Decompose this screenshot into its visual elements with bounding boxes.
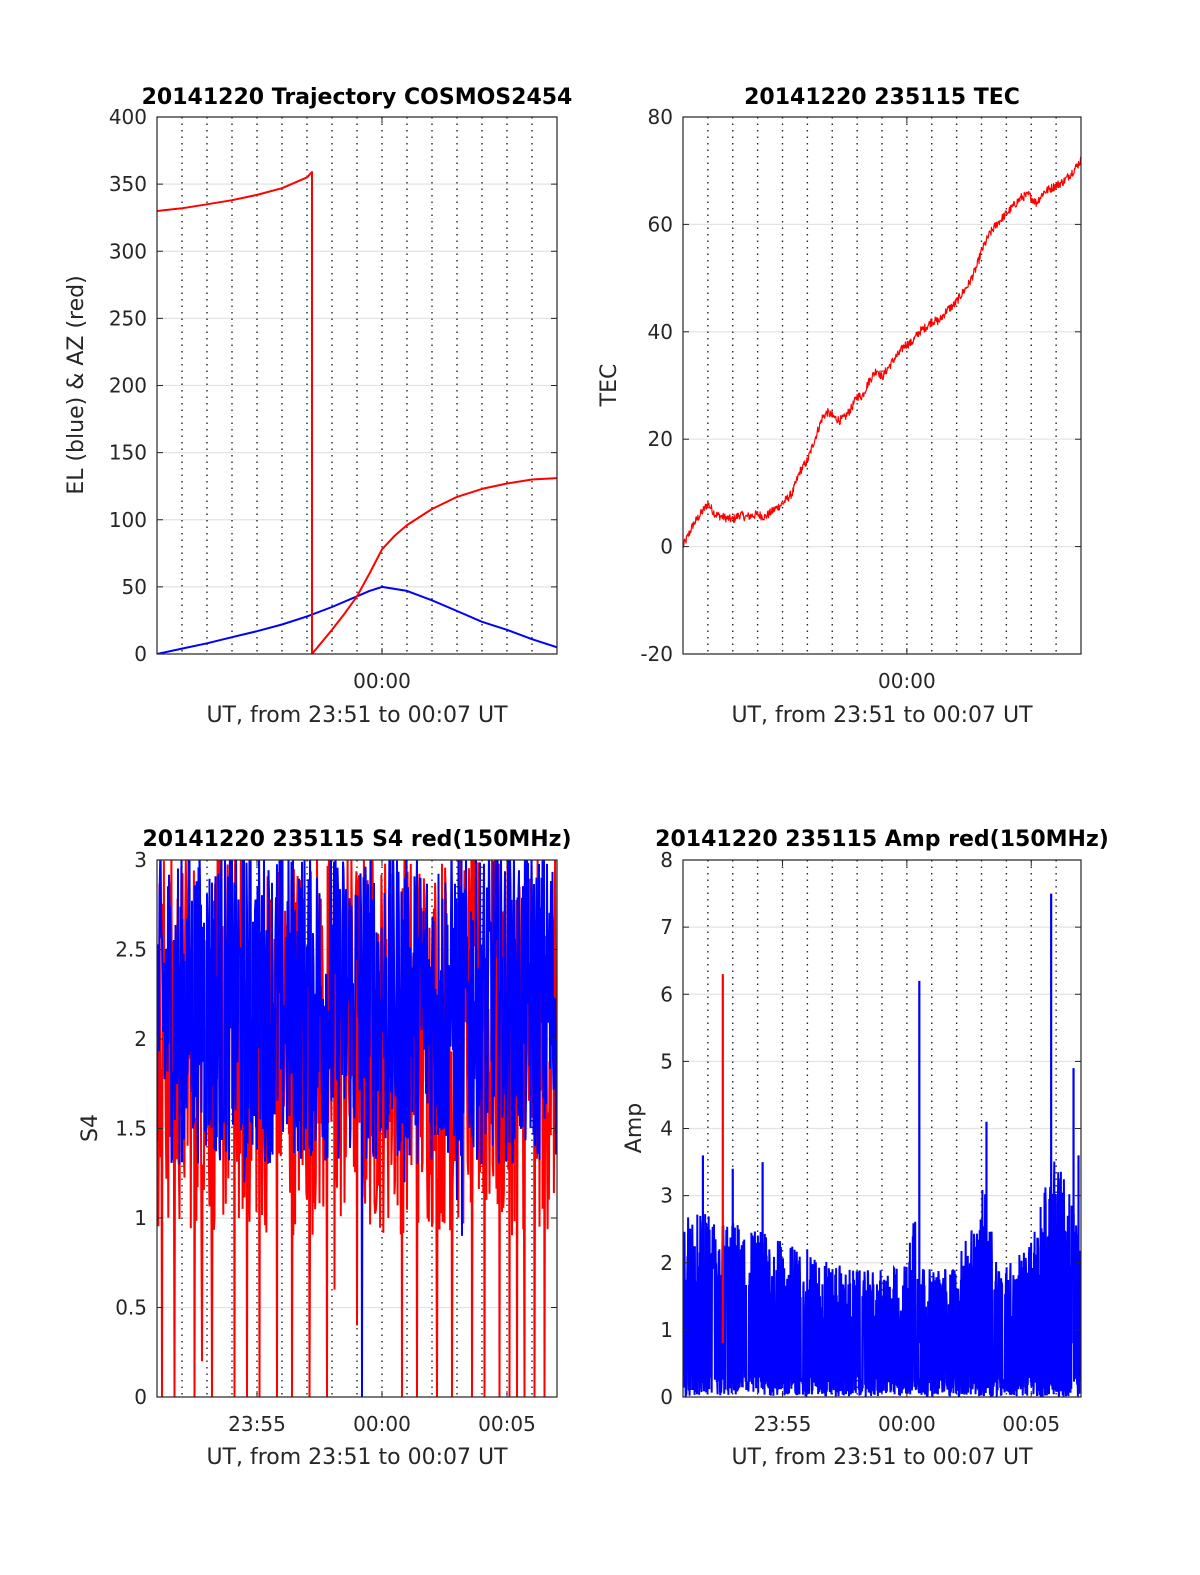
x-tick-label: 00:00 bbox=[353, 1412, 411, 1436]
series-line-2 bbox=[157, 860, 557, 1397]
y-tick-label: 2 bbox=[660, 1251, 673, 1275]
series-line-1 bbox=[683, 156, 1081, 548]
y-tick-label: 20 bbox=[648, 427, 673, 451]
y-axis-label: TEC bbox=[597, 364, 622, 408]
y-tick-label: 0 bbox=[660, 1385, 673, 1409]
y-tick-label: 80 bbox=[648, 105, 673, 129]
y-tick-label: 6 bbox=[660, 982, 673, 1006]
y-tick-label: 2.5 bbox=[115, 938, 147, 962]
y-tick-label: 0 bbox=[134, 1385, 147, 1409]
series-line-1 bbox=[157, 860, 557, 1397]
chart-title: 20141220 235115 S4 red(150MHz) bbox=[142, 827, 571, 852]
y-tick-label: 400 bbox=[109, 105, 147, 129]
y-tick-label: 250 bbox=[109, 306, 147, 330]
y-tick-label: 3 bbox=[134, 848, 147, 872]
x-axis-label: UT, from 23:51 to 00:07 UT bbox=[206, 703, 508, 728]
x-tick-label: 00:05 bbox=[478, 1412, 536, 1436]
panel-trajectory: 0 50 100 150 200 250 300 350 400 00:00 20141220 T… bbox=[64, 85, 572, 728]
y-tick-label: 100 bbox=[109, 508, 147, 532]
y-tick-label: 40 bbox=[648, 320, 673, 344]
x-tick-label: 23:55 bbox=[228, 1412, 286, 1436]
series-line-1 bbox=[157, 585, 557, 654]
x-tick-label: 00:05 bbox=[1002, 1412, 1060, 1436]
y-tick-label: 0.5 bbox=[115, 1296, 147, 1320]
y-tick-label: 8 bbox=[660, 848, 673, 872]
y-tick-label: 150 bbox=[109, 441, 147, 465]
x-tick-label: 23:55 bbox=[754, 1412, 812, 1436]
chart-title: 20141220 Trajectory COSMOS2454 bbox=[142, 85, 573, 110]
x-axis-label: UT, from 23:51 to 00:07 UT bbox=[206, 1445, 508, 1470]
y-tick-label: 2 bbox=[134, 1027, 147, 1051]
x-axis-label: UT, from 23:51 to 00:07 UT bbox=[731, 703, 1033, 728]
panel-tec: -20 0 20 40 60 80 00:00 20141220 235115 TEC UT… bbox=[597, 85, 1082, 728]
y-tick-label: 5 bbox=[660, 1049, 673, 1073]
y-tick-label: 0 bbox=[660, 535, 673, 559]
y-tick-label: 3 bbox=[660, 1184, 673, 1208]
chart-title: 20141220 235115 TEC bbox=[744, 85, 1020, 110]
y-tick-label: 1.5 bbox=[115, 1117, 147, 1141]
y-tick-label: 4 bbox=[660, 1117, 673, 1141]
x-tick-label: 00:00 bbox=[878, 1412, 936, 1436]
y-tick-label: 200 bbox=[109, 374, 147, 398]
y-tick-label: 300 bbox=[109, 239, 147, 263]
y-axis-label: S4 bbox=[78, 1114, 103, 1142]
x-axis-label: UT, from 23:51 to 00:07 UT bbox=[731, 1445, 1033, 1470]
y-tick-label: -20 bbox=[640, 642, 673, 666]
panel-amp: 0 1 2 3 4 5 6 7 8 23:55 00:00 00:05 20141220 235115… bbox=[622, 827, 1109, 1470]
chart-title: 20141220 235115 Amp red(150MHz) bbox=[655, 827, 1109, 852]
series-line-1 bbox=[683, 1161, 1081, 1397]
axes-box bbox=[682, 116, 1082, 655]
y-tick-label: 350 bbox=[109, 172, 147, 196]
panel-s4: 0 0.5 1 1.5 2 2.5 3 23:55 00:00 00:05 20141220 23… bbox=[78, 827, 572, 1470]
series-line-2 bbox=[157, 171, 557, 654]
y-tick-label: 0 bbox=[134, 642, 147, 666]
y-tick-label: 7 bbox=[660, 915, 673, 939]
y-tick-label: 60 bbox=[648, 212, 673, 236]
y-axis-label: EL (blue) & AZ (red) bbox=[64, 275, 89, 494]
y-tick-label: 50 bbox=[122, 575, 147, 599]
y-tick-label: 1 bbox=[134, 1206, 147, 1230]
y-tick-label: 1 bbox=[660, 1318, 673, 1342]
x-tick-label: 00:00 bbox=[878, 669, 936, 693]
y-axis-label: Amp bbox=[622, 1103, 647, 1153]
x-tick-label: 00:00 bbox=[353, 669, 411, 693]
